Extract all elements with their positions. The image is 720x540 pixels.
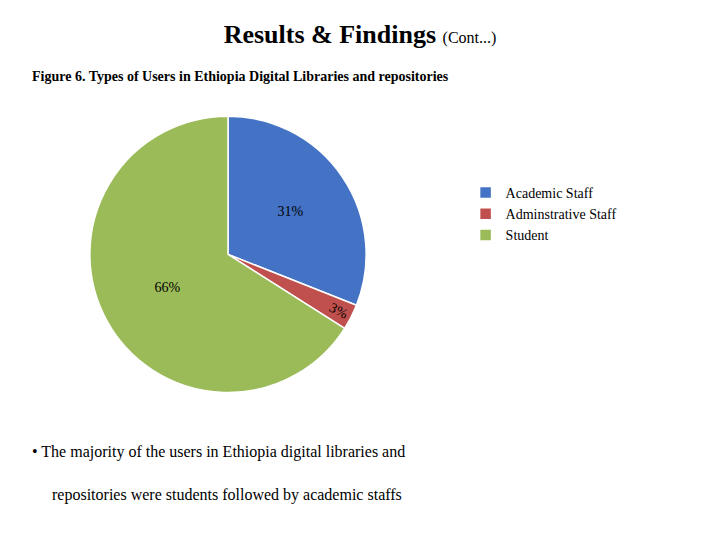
svg-text:Figure 6. Types of Users in Et: Figure 6. Types of Users in Ethiopia Dig…: [32, 69, 449, 84]
svg-text:3%: 3%: [327, 300, 351, 322]
svg-text:31%: 31%: [278, 204, 304, 219]
svg-text:Academic Staff: Academic Staff: [506, 186, 594, 201]
svg-text:repositories were students fol: repositories were students followed by a…: [52, 486, 402, 504]
svg-text:Student: Student: [506, 228, 549, 243]
svg-text:Adminstrative Staff: Adminstrative Staff: [506, 207, 617, 222]
svg-text:Results & Findings (Cont...): Results & Findings (Cont...): [224, 20, 497, 49]
svg-text:• The majority of the users in: • The majority of the users in Ethiopia …: [32, 443, 405, 461]
svg-text:66%: 66%: [154, 280, 180, 295]
